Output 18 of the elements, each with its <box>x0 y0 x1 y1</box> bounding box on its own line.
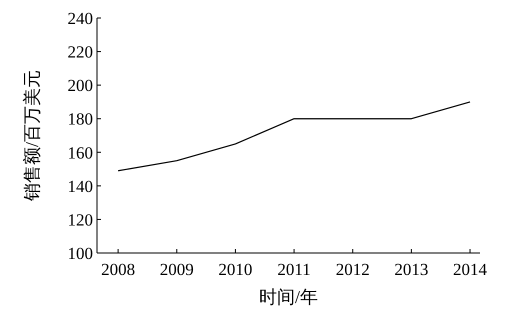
x-tick-label: 2012 <box>336 260 370 279</box>
y-tick-label: 140 <box>68 176 93 196</box>
x-tick-label: 2013 <box>394 260 428 279</box>
x-tick-label: 2008 <box>101 260 136 279</box>
x-tick-label: 2011 <box>277 260 311 279</box>
y-tick-label: 120 <box>68 210 93 230</box>
x-axis-title: 时间/年 <box>258 287 318 307</box>
y-tick-label: 180 <box>68 110 93 129</box>
y-tick-label: 160 <box>68 143 93 162</box>
y-tick-label: 100 <box>68 244 93 263</box>
x-tick-label: 2009 <box>160 260 194 279</box>
y-tick-label: 220 <box>68 42 93 62</box>
x-tick-label: 2014 <box>453 260 488 279</box>
y-tick-label: 240 <box>68 9 93 28</box>
line-series <box>118 101 471 172</box>
y-axis-title: 销售额/百万美元 <box>22 70 42 202</box>
x-tick-label: 2010 <box>218 260 252 279</box>
y-tick-label: 200 <box>68 76 93 96</box>
